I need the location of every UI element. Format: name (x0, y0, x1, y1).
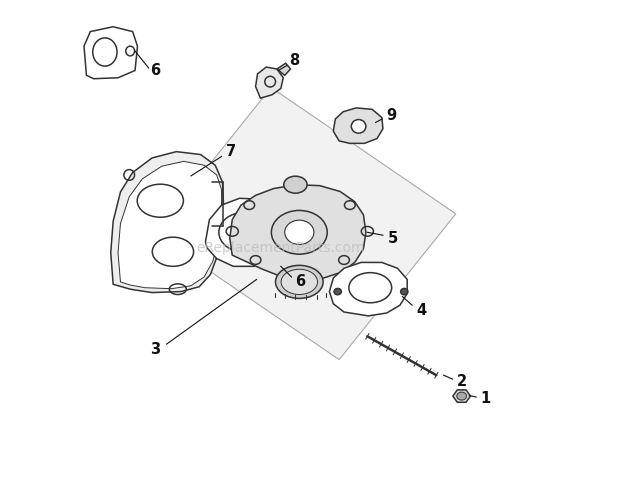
Polygon shape (329, 262, 407, 316)
Text: 2: 2 (456, 374, 467, 389)
Polygon shape (111, 152, 223, 293)
Polygon shape (334, 108, 383, 143)
Text: 8: 8 (290, 53, 299, 68)
Polygon shape (154, 87, 456, 360)
Polygon shape (230, 185, 366, 279)
Text: 9: 9 (387, 108, 397, 123)
Text: 1: 1 (480, 391, 491, 406)
Ellipse shape (401, 288, 408, 295)
Text: 6: 6 (295, 275, 305, 289)
Ellipse shape (281, 269, 317, 295)
Polygon shape (255, 67, 283, 98)
Ellipse shape (284, 176, 307, 193)
Ellipse shape (272, 210, 327, 254)
Polygon shape (84, 27, 138, 79)
Text: 6: 6 (151, 63, 161, 78)
Ellipse shape (285, 220, 314, 244)
Text: 7: 7 (226, 144, 236, 159)
Polygon shape (277, 63, 291, 75)
Text: 3: 3 (151, 343, 161, 357)
Polygon shape (453, 390, 471, 402)
Text: 4: 4 (417, 303, 427, 317)
Ellipse shape (352, 120, 366, 133)
Polygon shape (205, 198, 282, 266)
Text: eReplacementParts.com: eReplacementParts.com (197, 241, 365, 255)
Polygon shape (118, 161, 221, 289)
Ellipse shape (457, 392, 466, 400)
Ellipse shape (275, 265, 323, 298)
Ellipse shape (334, 288, 342, 295)
Text: 5: 5 (388, 231, 398, 245)
